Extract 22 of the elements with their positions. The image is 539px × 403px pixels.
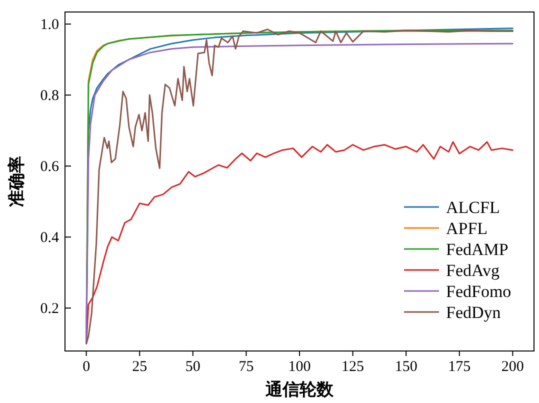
x-tick-label: 150 bbox=[394, 359, 418, 375]
x-tick-label: 175 bbox=[448, 359, 471, 375]
legend-label: FedAvg bbox=[446, 261, 500, 280]
x-axis-title: 通信轮数 bbox=[264, 380, 334, 399]
legend-label: FedDyn bbox=[446, 303, 502, 322]
x-tick-label: 100 bbox=[288, 359, 311, 375]
y-tick-label: 0.6 bbox=[40, 159, 60, 176]
y-tick-label: 0.8 bbox=[40, 88, 59, 104]
y-axis-title: 准确率 bbox=[7, 156, 26, 207]
x-tick-label: 0 bbox=[82, 359, 90, 375]
y-tick-label: 1.0 bbox=[40, 17, 59, 34]
x-tick-label: 75 bbox=[238, 359, 254, 375]
legend-label: APFL bbox=[446, 219, 488, 238]
y-tick-label: 0.2 bbox=[40, 301, 59, 318]
y-tick-label: 0.4 bbox=[40, 230, 60, 246]
legend-label: FedFomo bbox=[446, 282, 512, 301]
x-tick-label: 200 bbox=[501, 359, 524, 375]
legend-label: ALCFL bbox=[446, 198, 500, 217]
x-tick-label: 25 bbox=[132, 359, 148, 375]
x-tick-label: 125 bbox=[342, 359, 364, 375]
legend-label: FedAMP bbox=[446, 240, 508, 259]
x-tick-label: 50 bbox=[185, 359, 200, 375]
